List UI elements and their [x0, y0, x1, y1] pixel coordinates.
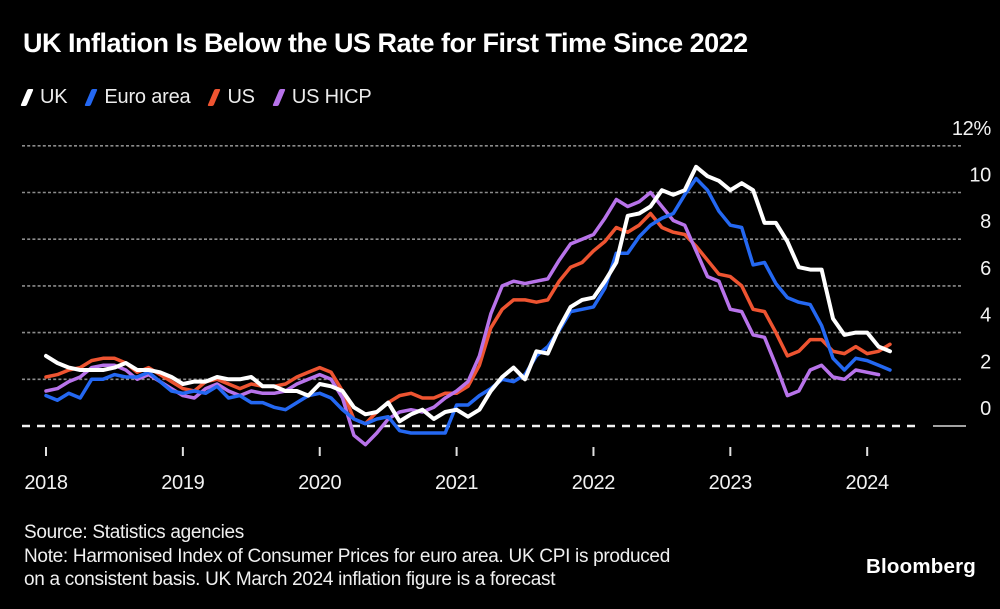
legend: UK Euro area US US HICP: [20, 86, 372, 109]
x-tick-label: 2022: [572, 472, 615, 494]
x-tick-label: 2024: [846, 472, 889, 494]
legend-item-euro-area: Euro area: [84, 86, 191, 109]
series-line-us-hicp: [44, 190, 881, 447]
legend-item-us: US: [207, 86, 255, 109]
source-text: Source: Statistics agencies: [24, 522, 245, 543]
footer: Source: Statistics agencies Note: Harmon…: [24, 521, 670, 592]
y-tick-label: 12%: [952, 118, 992, 140]
x-tick-label: 2019: [161, 472, 204, 494]
series-line-us: [44, 211, 892, 426]
page-title: UK Inflation Is Below the US Rate for Fi…: [23, 28, 748, 58]
legend-item-us-hicp: US HICP: [272, 86, 372, 109]
y-tick-label: 6: [980, 258, 991, 280]
note-text-line1: Note: Harmonised Index of Consumer Price…: [24, 545, 670, 567]
legend-label-euro-area: Euro area: [104, 86, 191, 108]
bloomberg-logo: Bloomberg: [866, 555, 976, 578]
y-tick-label: 0: [980, 398, 991, 420]
legend-item-uk: UK: [20, 86, 68, 109]
x-tick-label: 2020: [298, 472, 341, 494]
legend-label-us: US: [227, 86, 255, 108]
note-text-line2: on a consistent basis. UK March 2024 inf…: [24, 569, 556, 591]
y-tick-label: 10: [969, 165, 991, 187]
legend-label-uk: UK: [40, 86, 68, 108]
series-line-uk: [44, 164, 892, 424]
y-tick-label: 8: [980, 211, 991, 233]
y-tick-label: 2: [980, 351, 991, 373]
legend-label-us-hicp: US HICP: [291, 86, 372, 108]
x-tick-label: 2018: [24, 472, 67, 494]
x-tick-label: 2023: [709, 472, 752, 494]
series-line-euro-area: [44, 176, 892, 435]
x-tick-label: 2021: [435, 472, 478, 494]
y-tick-label: 4: [980, 305, 991, 327]
